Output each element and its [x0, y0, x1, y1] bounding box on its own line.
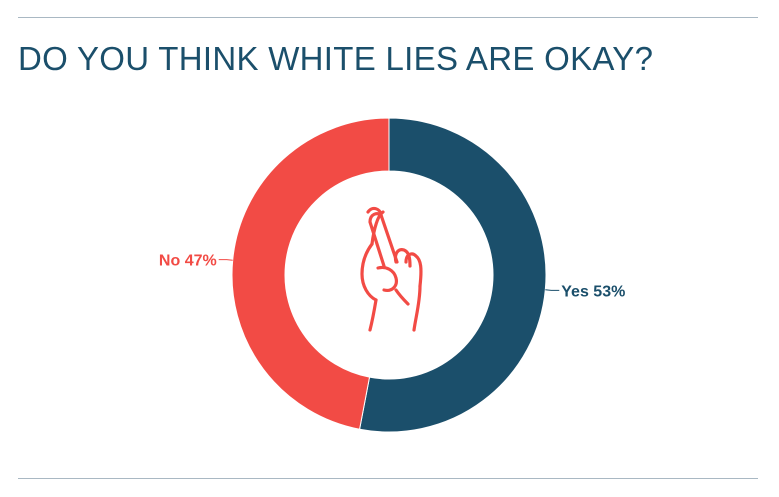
leader-line-no	[218, 259, 233, 261]
top-divider	[18, 17, 758, 18]
crossed-fingers-icon	[360, 206, 423, 332]
slice-no	[231, 117, 390, 430]
slice-label-no: No 47%	[159, 253, 217, 270]
leader-lines	[218, 259, 560, 291]
leader-line-yes	[545, 289, 560, 291]
slice-yes	[358, 117, 547, 433]
slice-labels: Yes 53% No 47%	[159, 253, 625, 301]
slice-label-yes: Yes 53%	[561, 283, 625, 300]
donut-slices	[231, 117, 547, 433]
page-title: DO YOU THINK WHITE LIES ARE OKAY?	[18, 40, 654, 77]
bottom-divider	[18, 478, 758, 479]
